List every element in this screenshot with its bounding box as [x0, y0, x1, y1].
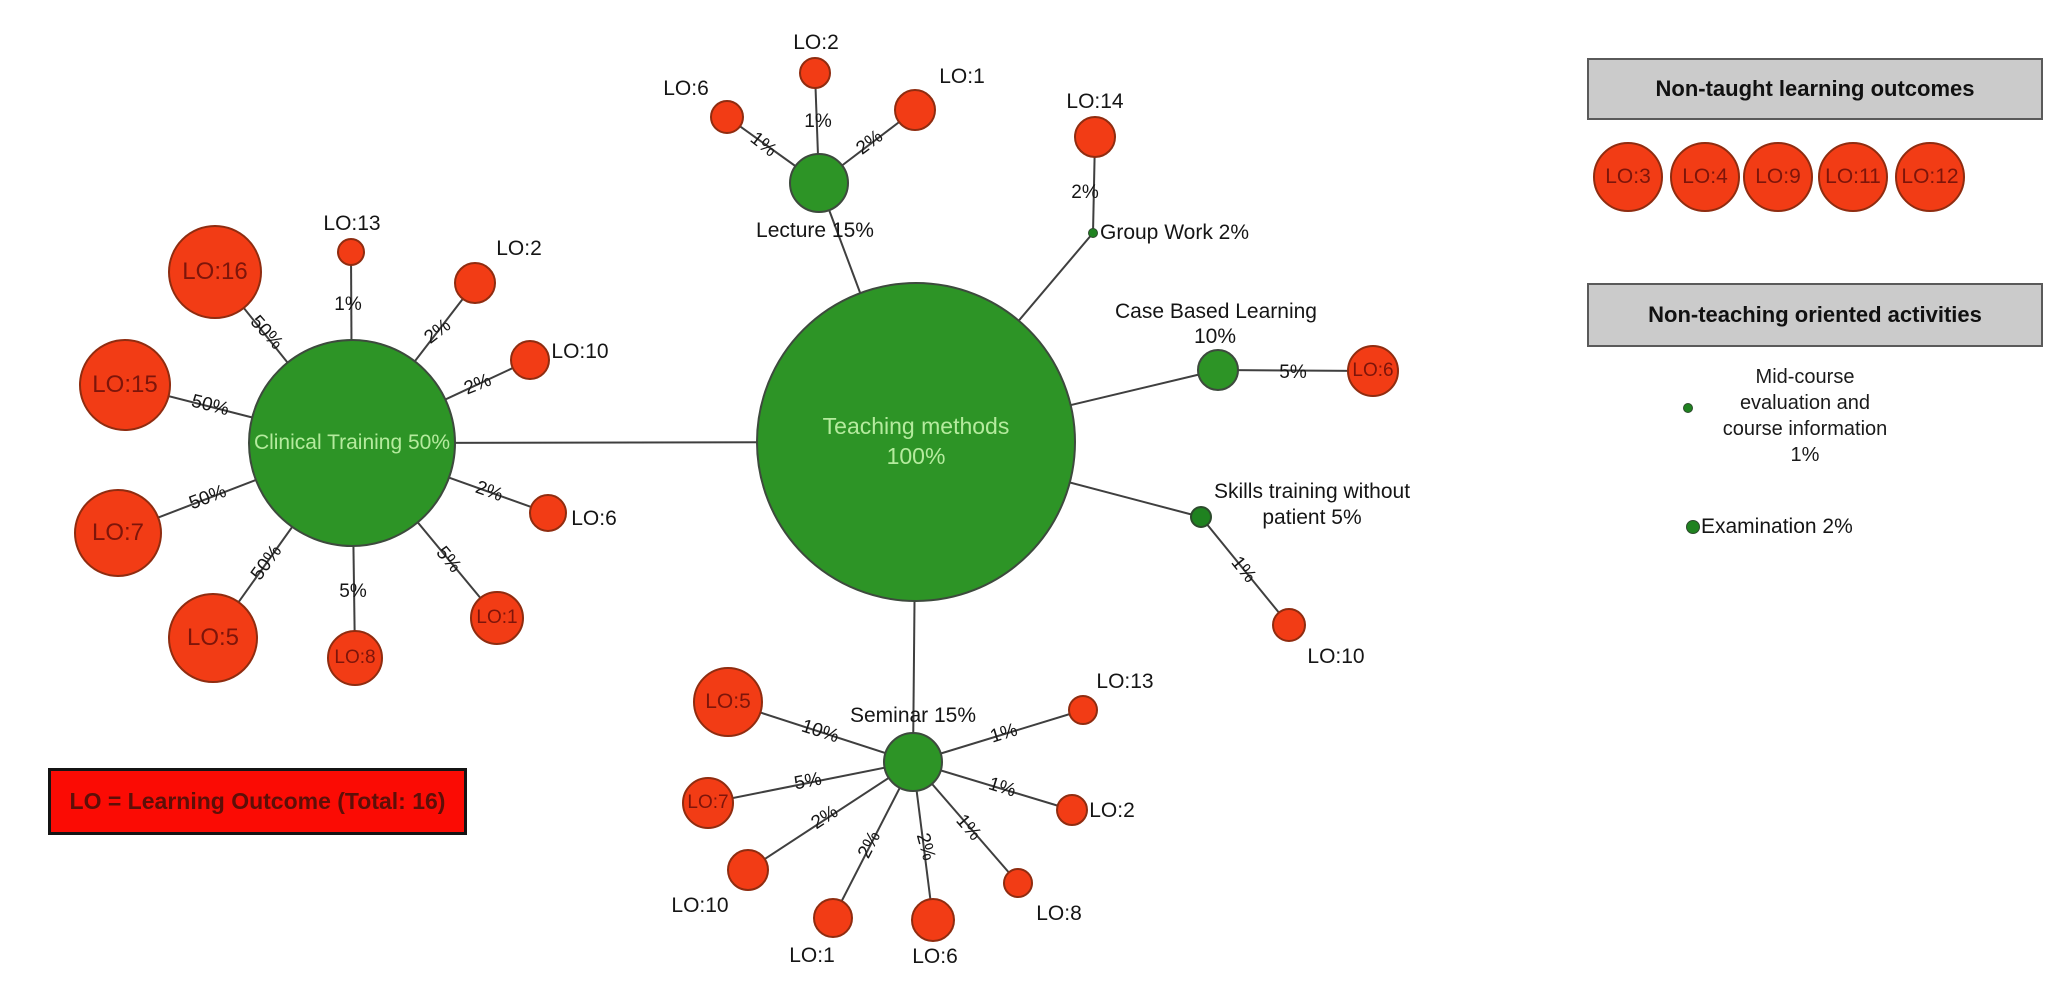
- examination-dot: [1686, 520, 1700, 534]
- node-lecture-lo6: [710, 100, 744, 134]
- node-seminar-lo13: [1068, 695, 1098, 725]
- midcourse-line1: Mid-course: [1755, 366, 1855, 388]
- node-clinical-lo7: LO:7: [74, 489, 162, 577]
- midcourse-line3: course information: [1722, 418, 1888, 440]
- edge-seminar-lo7: [707, 761, 914, 804]
- lo7-label: LO:7: [91, 519, 145, 547]
- clinical-lo6-label: LO:6: [571, 507, 617, 530]
- seminar-lo5-label: LO:5: [705, 689, 751, 713]
- node-clinical-lo5: LO:5: [168, 593, 258, 683]
- pct-clinical-lo13: 1%: [334, 294, 362, 315]
- node-seminar-lo1: [813, 898, 853, 938]
- seminar-lo10-label: LO:10: [671, 894, 729, 917]
- legend-text: LO = Learning Outcome (Total: 16): [69, 788, 446, 814]
- seminar-lo7-label: LO:7: [687, 792, 729, 814]
- node-nontaught-lo4: LO:4: [1670, 142, 1740, 212]
- node-seminar-lo7: LO:7: [682, 777, 734, 829]
- non-teaching-header: Non-teaching oriented activities: [1587, 283, 2043, 347]
- group-work-label: Group Work 2%: [1100, 221, 1249, 244]
- node-clinical-lo8: LO:8: [327, 630, 383, 686]
- node-seminar-lo10: [727, 849, 769, 891]
- nontaught-lo3-label: LO:3: [1605, 164, 1651, 188]
- node-lecture: [789, 153, 849, 213]
- node-nontaught-lo9: LO:9: [1743, 142, 1813, 212]
- lecture-lo6-label: LO:6: [663, 77, 709, 100]
- teaching-methods-percent: 100%: [886, 443, 946, 469]
- pct-groupwork-lo14: 2%: [1071, 182, 1099, 203]
- node-clinical-lo15: LO:15: [79, 339, 171, 431]
- node-nontaught-lo11: LO:11: [1818, 142, 1888, 212]
- clinical-lo1-label: LO:1: [476, 607, 518, 629]
- non-taught-title: Non-taught learning outcomes: [1655, 76, 1975, 101]
- lecture-lo1-label: LO:1: [939, 65, 985, 88]
- seminar-lo6-label: LO:6: [912, 945, 958, 968]
- node-group-work: [1088, 228, 1098, 238]
- midcourse-activity-text: Mid-course evaluation and course informa…: [1723, 364, 1888, 468]
- clinical-lo2-label: LO:2: [496, 237, 542, 260]
- nontaught-lo4-label: LO:4: [1682, 164, 1728, 188]
- lo16-label: LO:16: [182, 258, 248, 286]
- node-skills-training: [1190, 506, 1212, 528]
- node-teaching-methods: Teaching methods 100%: [756, 282, 1076, 602]
- seminar-lo1-label: LO:1: [789, 944, 835, 967]
- lo15-label: LO:15: [92, 371, 158, 399]
- teaching-methods-label: Teaching methods: [822, 413, 1010, 440]
- node-groupwork-lo14: [1074, 116, 1116, 158]
- node-clinical-lo16: LO:16: [168, 225, 262, 319]
- node-nontaught-lo12: LO:12: [1895, 142, 1965, 212]
- clinical-training-label: Clinical Training 50%: [253, 431, 451, 455]
- node-lecture-lo1: [894, 89, 936, 131]
- midcourse-line4: 1%: [1790, 444, 1820, 466]
- clinical-lo10-label: LO:10: [551, 340, 609, 363]
- clinical-lo5-label: LO:5: [186, 624, 240, 652]
- node-clinical-lo1: LO:1: [470, 591, 524, 645]
- pct-casebased-lo6: 5%: [1279, 362, 1307, 383]
- skills-label-line2: patient 5%: [1262, 506, 1362, 529]
- seminar-lo13-label: LO:13: [1096, 670, 1154, 693]
- node-seminar-lo2: [1056, 794, 1088, 826]
- seminar-label: Seminar 15%: [849, 704, 977, 727]
- midcourse-line2: evaluation and: [1739, 392, 1871, 414]
- skills-lo10-label: LO:10: [1307, 645, 1365, 668]
- node-clinical-lo2: [454, 262, 496, 304]
- nontaught-lo9-label: LO:9: [1755, 164, 1801, 188]
- clinical-lo13-label: LO:13: [323, 212, 381, 235]
- node-clinical-training: Clinical Training 50%: [248, 339, 456, 547]
- seminar-lo8-label: LO:8: [1036, 902, 1082, 925]
- node-seminar: [883, 732, 943, 792]
- pct-lecture-lo2: 1%: [804, 111, 832, 132]
- node-case-based: [1197, 349, 1239, 391]
- node-lecture-lo2: [799, 57, 831, 89]
- edge-seminar-lo10: [747, 761, 914, 871]
- edge-skills-lo10: [1200, 516, 1290, 626]
- node-skills-lo10: [1272, 608, 1306, 642]
- lecture-lo2-label: LO:2: [793, 31, 839, 54]
- node-seminar-lo6: [911, 898, 955, 942]
- skills-label-line1: Skills training without: [1213, 480, 1411, 503]
- clinical-lo8-label: LO:8: [334, 647, 376, 669]
- node-nontaught-lo3: LO:3: [1593, 142, 1663, 212]
- groupwork-lo14-label: LO:14: [1066, 90, 1124, 113]
- node-clinical-lo13: [337, 238, 365, 266]
- node-clinical-lo10: [510, 340, 550, 380]
- non-taught-header: Non-taught learning outcomes: [1587, 58, 2043, 120]
- node-clinical-lo6: [529, 494, 567, 532]
- non-teaching-title: Non-teaching oriented activities: [1648, 302, 1982, 327]
- pct-clinical-lo8: 5%: [339, 581, 367, 602]
- nontaught-lo12-label: LO:12: [1901, 164, 1959, 188]
- lecture-label: Lecture 15%: [756, 219, 874, 242]
- node-seminar-lo5: LO:5: [693, 667, 763, 737]
- case-based-label-line2: 10%: [1193, 325, 1237, 348]
- nontaught-lo11-label: LO:11: [1825, 164, 1881, 188]
- casebased-lo6-label: LO:6: [1352, 360, 1394, 382]
- midcourse-dot: [1683, 403, 1693, 413]
- examination-label: Examination 2%: [1701, 515, 1853, 538]
- legend-box: LO = Learning Outcome (Total: 16): [48, 768, 467, 835]
- node-seminar-lo8: [1003, 868, 1033, 898]
- seminar-lo2-label: LO:2: [1089, 799, 1135, 822]
- node-casebased-lo6: LO:6: [1347, 345, 1399, 397]
- case-based-label-line1: Case Based Learning: [1115, 300, 1317, 323]
